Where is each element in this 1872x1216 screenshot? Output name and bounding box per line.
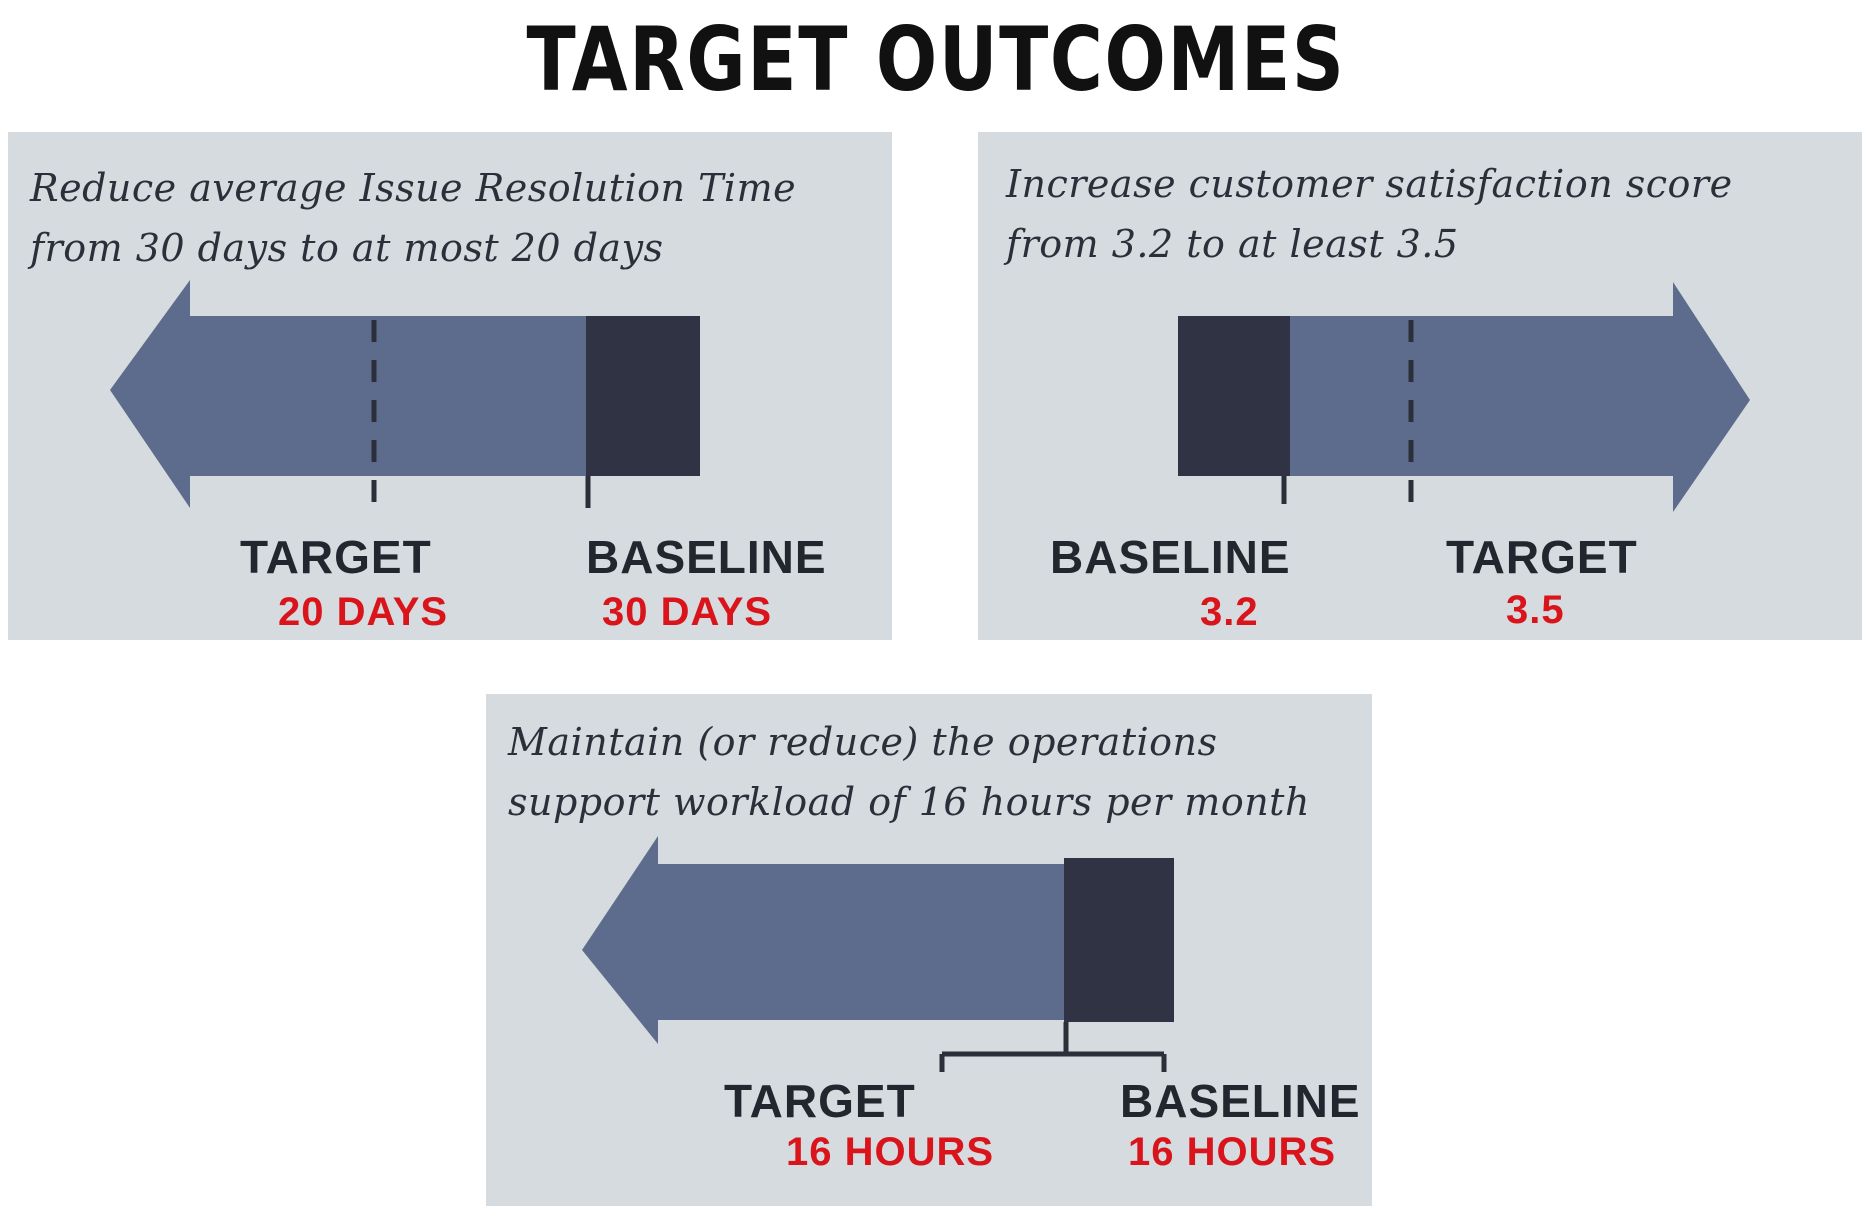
baseline-value: 30 DAYS — [602, 590, 773, 634]
outcome-card-customer-satisfaction: Increase customer satisfaction score fro… — [978, 132, 1862, 640]
outcome-description: Reduce average Issue Resolution Time fro… — [30, 158, 796, 278]
baseline-block — [1064, 858, 1174, 1022]
baseline-label: BASELINE — [1120, 1075, 1361, 1127]
left-arrow-graphic — [582, 836, 1174, 1072]
target-label: TARGET — [240, 531, 432, 583]
outcome-description: Increase customer satisfaction score fro… — [1006, 154, 1733, 274]
arrow-shape — [1178, 282, 1750, 512]
target-label: TARGET — [724, 1075, 916, 1127]
outcome-card-ops-workload: Maintain (or reduce) the operations supp… — [486, 694, 1372, 1206]
target-value: 16 HOURS — [786, 1130, 995, 1174]
baseline-label: BASELINE — [586, 531, 827, 583]
description-line: Increase customer satisfaction score — [1006, 162, 1733, 206]
description-line: Reduce average Issue Resolution Time — [30, 166, 797, 210]
left-arrow-graphic — [110, 280, 700, 518]
description-line: from 3.2 to at least 3.5 — [1006, 222, 1459, 266]
description-line: support workload of 16 hours per month — [508, 780, 1310, 824]
outcome-description: Maintain (or reduce) the operations supp… — [508, 712, 1310, 832]
description-line: Maintain (or reduce) the operations — [508, 720, 1218, 764]
arrow-shape — [110, 280, 588, 508]
page-title: TARGET OUTCOMES — [526, 8, 1346, 111]
target-label: TARGET — [1446, 531, 1638, 583]
baseline-value: 3.2 — [1200, 590, 1259, 634]
baseline-label: BASELINE — [1050, 531, 1291, 583]
baseline-value: 16 HOURS — [1128, 1130, 1337, 1174]
right-arrow-graphic — [1178, 282, 1750, 512]
shared-value-bracket — [939, 1022, 1167, 1072]
outcome-card-resolution-time: Reduce average Issue Resolution Time fro… — [8, 132, 892, 640]
baseline-block — [586, 316, 700, 476]
target-value: 20 DAYS — [278, 590, 449, 634]
arrow-shape — [582, 836, 1068, 1044]
target-value: 3.5 — [1506, 588, 1565, 632]
description-line: from 30 days to at most 20 days — [30, 226, 664, 270]
baseline-block — [1178, 316, 1290, 476]
